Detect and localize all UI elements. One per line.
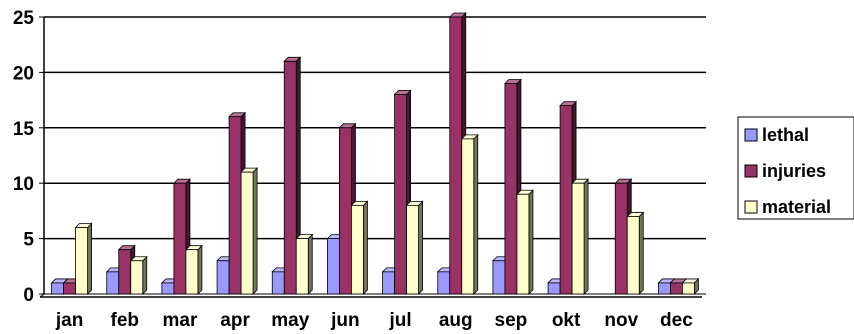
legend-swatch-material (744, 200, 758, 214)
bar-material-dec (681, 277, 700, 295)
y-tick-label: 10 (13, 174, 34, 195)
bar-material-jul (405, 200, 424, 295)
bar-material-feb (129, 255, 148, 295)
bar-material-may (295, 233, 314, 295)
x-tick-label: nov (604, 310, 638, 331)
bar-material-mar (184, 244, 203, 295)
y-tick-label: 25 (13, 8, 35, 29)
y-axis-ticks: 0 5 10 15 20 25 (13, 8, 44, 306)
legend-swatch-injuries (744, 164, 758, 178)
x-tick-label: feb (111, 310, 140, 331)
bar-material-apr (240, 167, 259, 295)
bar-injuries-may (283, 56, 302, 295)
legend: lethal injuries material (737, 116, 854, 220)
x-tick-label: sep (495, 310, 528, 331)
legend-label-injuries: injuries (762, 161, 826, 181)
legend-label-material: material (762, 197, 831, 217)
x-axis-ticks: jan feb mar apr may jun jul aug sep okt nov dec (55, 310, 693, 331)
bar-material-okt (571, 178, 590, 295)
y-tick-label: 15 (13, 119, 35, 140)
bar-material-sep (515, 189, 534, 295)
bar-material-nov (626, 211, 645, 295)
x-tick-label: apr (220, 310, 250, 331)
x-tick-label: okt (552, 310, 581, 331)
y-tick-label: 20 (13, 63, 34, 84)
bar-material-jan (74, 222, 93, 295)
x-tick-label: jul (388, 310, 411, 331)
y-tick-label: 5 (23, 230, 34, 251)
y-tick-label: 0 (23, 285, 34, 306)
bar-material-jun (350, 200, 369, 295)
x-tick-label: jun (330, 310, 360, 331)
x-tick-label: dec (660, 310, 693, 331)
axes (39, 17, 706, 298)
legend-label-lethal: lethal (762, 125, 809, 145)
x-tick-label: mar (162, 310, 197, 331)
bars (50, 12, 700, 295)
x-tick-label: may (271, 310, 309, 331)
legend-swatch-lethal (744, 128, 758, 142)
gridlines (44, 16, 706, 240)
x-tick-label: jan (55, 310, 83, 331)
bar-material-aug (460, 133, 479, 295)
x-tick-label: aug (439, 310, 473, 331)
